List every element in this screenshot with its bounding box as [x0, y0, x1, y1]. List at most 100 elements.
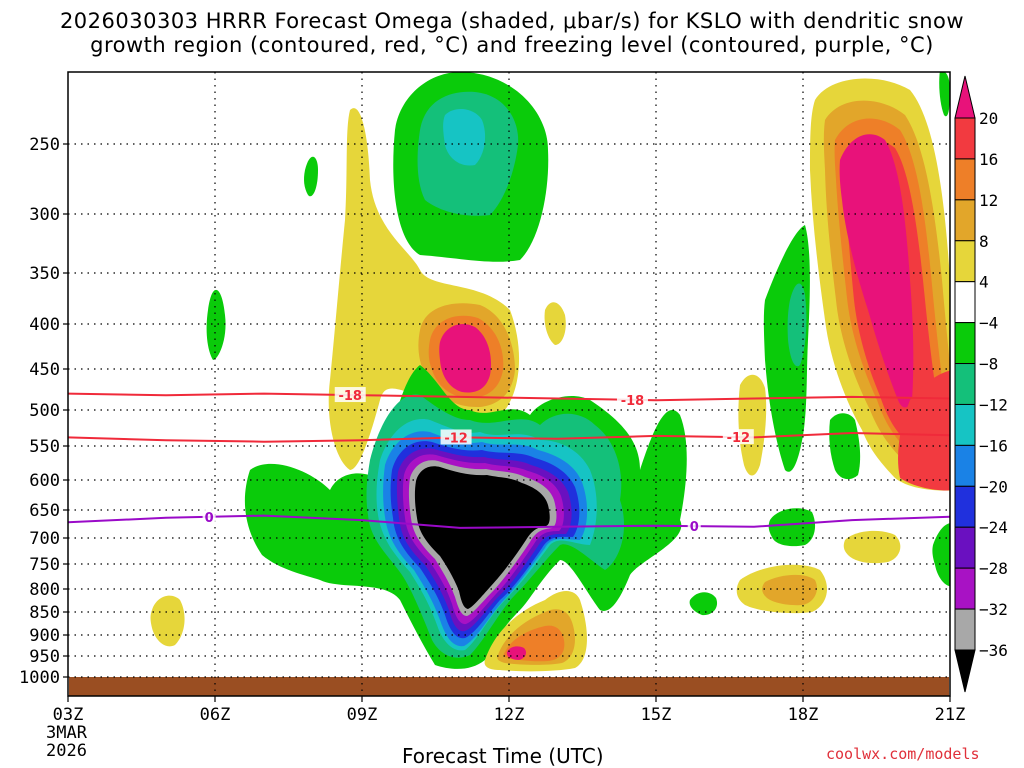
surface-ground [69, 677, 949, 696]
x-tick-label: 09Z [347, 705, 378, 725]
contour-label: -18 [338, 389, 362, 404]
chart-title-line2: growth region (contoured, red, °C) and f… [90, 33, 934, 57]
y-tick-label: 350 [29, 264, 60, 284]
contour-line [67, 431, 951, 443]
contour-label: -18 [621, 394, 645, 409]
omega-region-pos4-right-lower [898, 370, 950, 491]
colorbar-label: −24 [979, 518, 1008, 537]
colorbar-segment [954, 117, 976, 160]
omega-region-neg8-right2 [829, 413, 861, 480]
omega-region-neg8-small1 [304, 156, 318, 197]
omega-region-pos20-lower [506, 646, 527, 660]
colorbar-segment [954, 322, 976, 365]
y-tick-label: 450 [29, 360, 60, 380]
y-tick-label: 300 [29, 205, 60, 225]
omega-region-pos4-small1 [544, 302, 566, 345]
omega-region-pos8-right3 [762, 574, 817, 606]
colorbar-label: 20 [979, 109, 998, 128]
colorbar-label: 16 [979, 150, 998, 169]
colorbar-segment [954, 403, 976, 446]
omega-shading [150, 72, 950, 672]
contour-label-bg [334, 387, 366, 403]
colorbar-label: 8 [979, 232, 989, 251]
colorbar-segment [954, 608, 976, 651]
x-axis-label: Forecast Time (UTC) [402, 744, 604, 768]
y-axis-ticks: 250 300 350 400 450 500 550 600 650 700 750 800 850 9… [19, 135, 68, 688]
contour-lines: -18 -18 -12 -12 0 0 [67, 387, 951, 535]
contour-label: -12 [727, 431, 751, 446]
y-tick-label: 700 [29, 529, 60, 549]
omega-region-neg36-black [414, 466, 550, 609]
omega-region-neg12-right1 [787, 283, 807, 367]
contour-label-bg [722, 429, 754, 445]
x-axis-ticks: 03Z 06Z 09Z 12Z 15Z 18Z 21Z [53, 696, 966, 725]
chart-title-line1: 2026030303 HRRR Forecast Omega (shaded, … [59, 9, 965, 33]
x-tick-label: 03Z [53, 705, 84, 725]
x-start-date-line2: 2026 [46, 741, 87, 761]
omega-region-neg8-right4 [932, 523, 950, 587]
colorbar-segment [954, 363, 976, 405]
y-tick-label: 250 [29, 135, 60, 155]
omega-region-neg8-small2 [206, 289, 226, 360]
omega-region-neg8-right6 [689, 592, 718, 616]
y-tick-label: 1000 [19, 668, 60, 688]
y-tick-label: 850 [29, 603, 60, 623]
x-tick-label: 18Z [788, 705, 819, 725]
y-tick-label: 400 [29, 315, 60, 335]
grid-lines [68, 72, 950, 696]
x-tick-label: 21Z [935, 705, 966, 725]
colorbar-segment [954, 281, 976, 324]
contour-label-bg [440, 429, 472, 445]
colorbar-segment [954, 158, 976, 201]
y-tick-label: 750 [29, 555, 60, 575]
contour-label: 0 [690, 520, 699, 535]
contour-line [67, 392, 951, 402]
watermark: coolwx.com/models [826, 745, 980, 763]
colorbar-segment [954, 444, 976, 487]
x-start-date-line1: 3MAR [46, 723, 88, 743]
colorbar-label: −20 [979, 477, 1008, 496]
omega-region-pos20-upper [439, 323, 492, 393]
omega-region-pos4-left [150, 595, 185, 647]
contour-label-bg [202, 508, 216, 524]
contour-label-bg [616, 391, 648, 407]
y-tick-label: 500 [29, 401, 60, 421]
omega-region-neg8-right5 [768, 508, 816, 547]
y-tick-label: 600 [29, 471, 60, 491]
omega-region-neg16-upper [443, 108, 486, 166]
omega-region-pos20-right [839, 134, 914, 408]
contour-label: 0 [205, 511, 214, 526]
colorbar-label: 12 [979, 191, 998, 210]
colorbar-label: −32 [979, 600, 1008, 619]
x-tick-label: 06Z [200, 705, 231, 725]
colorbar-label: −36 [979, 641, 1008, 660]
y-tick-label: 800 [29, 580, 60, 600]
contour-label-bg [687, 518, 701, 534]
colorbar-segment [954, 567, 976, 610]
colorbar-label: −8 [979, 355, 998, 374]
omega-region-pos4-right4 [738, 374, 767, 476]
colorbar: 20 16 12 8 4 −4 −8 −12 −16 −20 −24 −28 −32 −36 [954, 75, 1008, 693]
colorbar-bottom-arrow [954, 649, 976, 693]
colorbar-label: −28 [979, 559, 1008, 578]
x-tick-label: 12Z [494, 705, 525, 725]
colorbar-segment [954, 526, 976, 569]
y-tick-label: 550 [29, 437, 60, 457]
omega-region-neg8-right3 [939, 72, 950, 117]
colorbar-segment [954, 240, 976, 283]
y-tick-label: 900 [29, 626, 60, 646]
plot-frame [67, 71, 951, 697]
contour-label: -12 [444, 431, 468, 446]
x-tick-label: 15Z [641, 705, 672, 725]
colorbar-label: −16 [979, 436, 1008, 455]
y-tick-label: 650 [29, 501, 60, 521]
y-tick-label: 950 [29, 647, 60, 667]
colorbar-segment [954, 485, 976, 528]
colorbar-top-arrow [954, 75, 976, 119]
colorbar-label: −4 [979, 314, 998, 333]
colorbar-label: −12 [979, 395, 1008, 414]
omega-region-pos4-right2 [843, 530, 901, 564]
colorbar-segment [954, 199, 976, 242]
colorbar-label: 4 [979, 273, 989, 292]
